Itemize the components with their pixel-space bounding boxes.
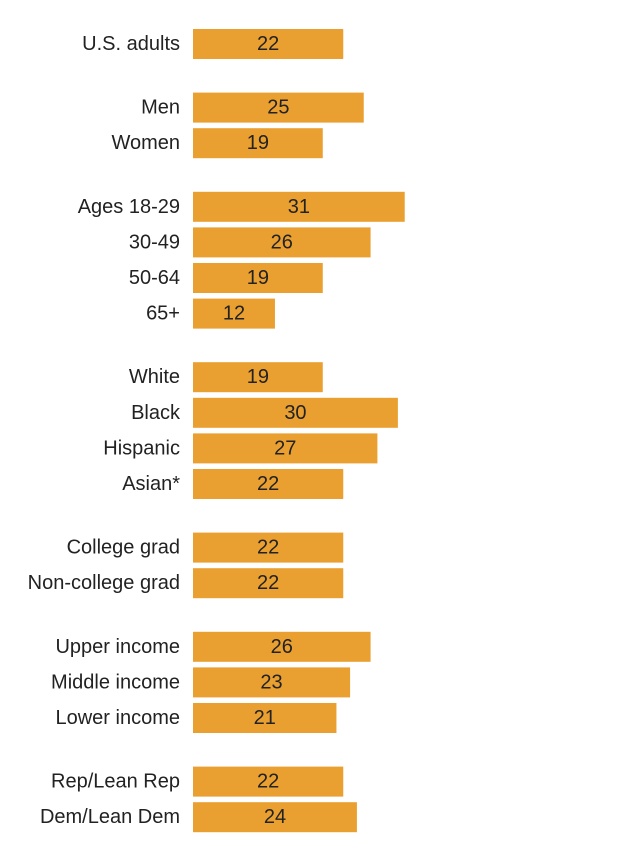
bar-non-college-grad [193,568,344,599]
bar-ages-18-29 [193,191,405,222]
value-label-hispanic: 27 [274,437,296,459]
value-label-college-grad: 22 [257,537,279,559]
value-label-men: 25 [267,97,289,119]
category-label-50-64: 50-64 [129,267,180,289]
category-label-u-s-adults: U.S. adults [82,33,180,55]
value-label-lower-income: 21 [254,707,276,729]
bar-women [193,128,323,159]
bar-white [193,362,323,393]
category-label-black: Black [131,402,181,424]
category-label-hispanic: Hispanic [103,437,180,459]
category-label-ages-18-29: Ages 18-29 [78,196,180,218]
category-label-rep-lean-rep: Rep/Lean Rep [51,771,180,793]
value-label-non-college-grad: 22 [257,572,279,594]
bar-65 [193,298,275,329]
category-label-men: Men [141,97,180,119]
category-label-women: Women [111,132,180,154]
category-label-middle-income: Middle income [51,671,180,693]
value-label-50-64: 19 [247,267,269,289]
bar-u-s-adults [193,29,344,59]
value-label-65: 12 [223,303,245,325]
bar-men [193,92,364,123]
bar-50-64 [193,263,323,293]
value-label-asian: 22 [257,473,279,495]
category-label-white: White [129,366,180,388]
value-label-women: 19 [247,132,269,154]
category-label-dem-lean-dem: Dem/Lean Dem [40,806,180,828]
category-label-non-college-grad: Non-college grad [28,572,180,594]
bar-college-grad [193,532,344,563]
category-label-asian: Asian* [122,473,180,495]
value-label-30-49: 26 [271,231,293,253]
bar-middle-income [193,667,351,698]
category-label-lower-income: Lower income [55,707,180,729]
value-label-upper-income: 26 [271,636,293,658]
bar-upper-income [193,631,371,662]
category-label-college-grad: College grad [67,537,180,559]
value-label-black: 30 [284,402,306,424]
value-label-u-s-adults: 22 [257,33,279,55]
value-label-rep-lean-rep: 22 [257,771,279,793]
bar-rep-lean-rep [193,766,344,797]
bar-hispanic [193,433,378,464]
value-label-middle-income: 23 [260,671,282,693]
bar-lower-income [193,703,337,733]
value-label-white: 19 [247,366,269,388]
value-label-ages-18-29: 31 [288,196,310,218]
category-label-30-49: 30-49 [129,231,180,253]
bar-30-49 [193,227,371,258]
bar-black [193,397,398,428]
category-label-upper-income: Upper income [55,636,180,658]
bar-dem-lean-dem [193,802,357,833]
category-label-65: 65+ [146,303,180,325]
bar-asian [193,469,344,499]
value-label-dem-lean-dem: 24 [264,806,286,828]
